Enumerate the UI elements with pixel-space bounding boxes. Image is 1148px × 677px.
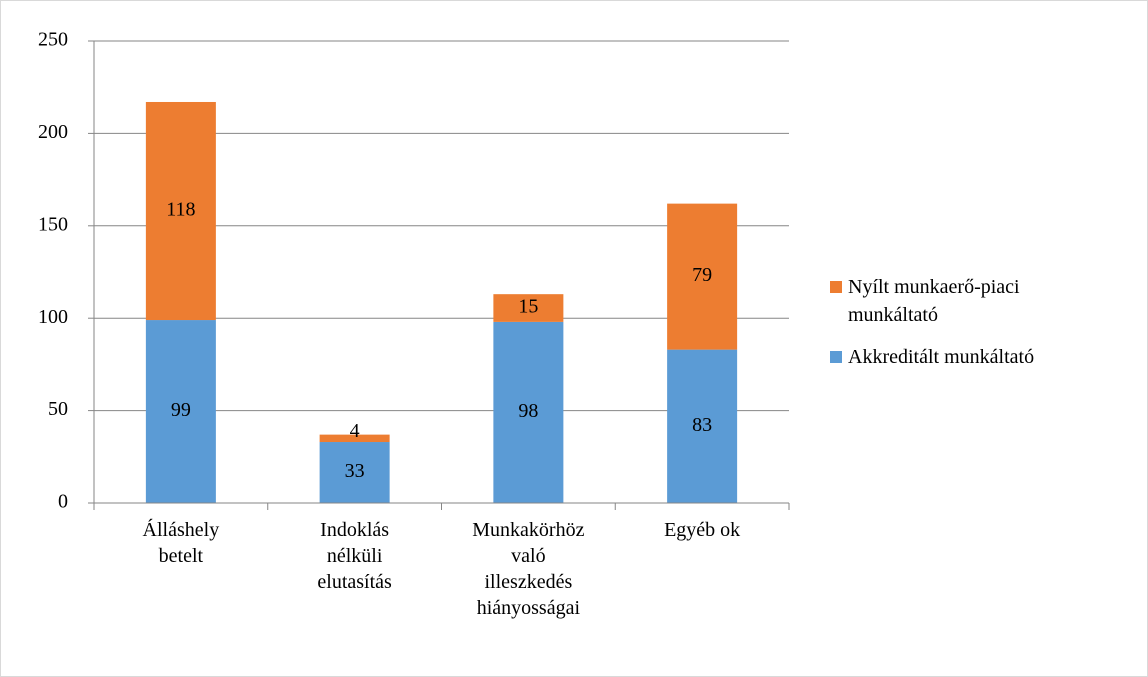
legend-swatch	[830, 351, 842, 363]
data-label: 98	[518, 400, 538, 422]
bar-segment	[145, 320, 216, 503]
bar-segment	[493, 294, 564, 322]
x-tick-label: Álláshely betelt	[142, 519, 220, 567]
data-label: 79	[692, 264, 712, 286]
legend-label: Nyílt munkaerő-piaci munkáltató	[848, 276, 1020, 326]
data-label: 33	[345, 460, 365, 482]
data-label: 99	[171, 399, 191, 421]
data-label: 4	[350, 420, 360, 442]
x-tick-label: Egyéb ok	[664, 519, 741, 541]
legend-item: Nyílt munkaerő-piaci munkáltató	[830, 273, 1063, 329]
data-label: 15	[518, 296, 538, 318]
bar-segment	[319, 434, 390, 443]
y-tick-label: 200	[38, 121, 68, 143]
data-label: 83	[692, 414, 712, 436]
bar-segment	[145, 101, 216, 321]
bar-segment	[319, 442, 390, 503]
x-tick-label: Munkakörhöz való illeszkedés hiányossága…	[472, 519, 585, 619]
x-tick-label: Indoklás nélküli elutasítás	[317, 519, 392, 593]
legend-swatch	[830, 281, 842, 293]
bar-segment	[493, 321, 564, 503]
bar-segment	[667, 203, 738, 350]
y-tick-label: 50	[48, 398, 68, 420]
legend-label: Akkreditált munkáltató	[848, 346, 1035, 368]
legend-item: Akkreditált munkáltató	[830, 343, 1063, 371]
y-tick-label: 250	[38, 29, 68, 51]
y-tick-label: 0	[58, 491, 68, 513]
bar-segment	[667, 349, 738, 503]
y-tick-label: 100	[38, 306, 68, 328]
y-tick-label: 150	[38, 213, 68, 235]
data-label: 118	[166, 199, 195, 221]
